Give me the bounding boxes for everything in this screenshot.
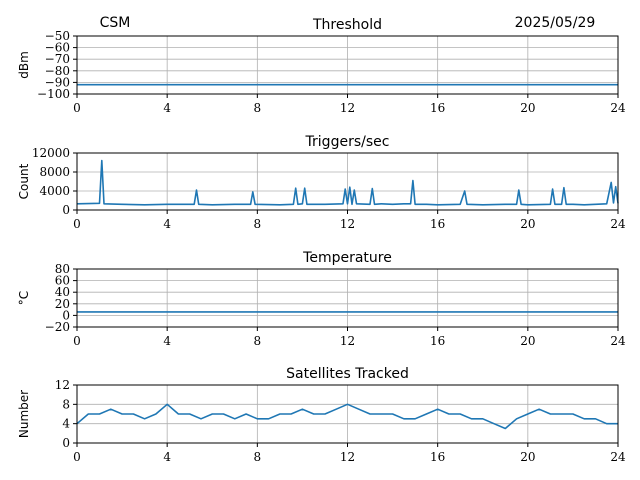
y-tick-label: −100: [37, 87, 70, 101]
x-tick-label: 0: [73, 334, 81, 348]
y-tick-label: 20: [55, 297, 70, 311]
panel-2: 0 4 8 12 16 20 24 12000 8000 4000 0 Triggers/sec Cou…: [17, 134, 626, 231]
y-tick-label: −20: [45, 320, 70, 334]
x-tick-label: 16: [430, 217, 445, 231]
date-label: 2025/05/29: [515, 15, 596, 31]
x-tick-label: 12: [340, 450, 355, 464]
panel-title: Triggers/sec: [305, 134, 390, 150]
y-axis-label: °C: [17, 291, 31, 305]
x-tick-label: 4: [163, 334, 171, 348]
y-tick-label: 40: [55, 285, 70, 299]
y-tick-label: −80: [45, 64, 70, 78]
x-tick-label: 12: [340, 101, 355, 115]
x-tick-label: 8: [254, 450, 262, 464]
x-tick-label: 0: [73, 217, 81, 231]
y-axis-label: dBm: [17, 51, 31, 79]
x-tick-label: 20: [520, 217, 535, 231]
panel-4: 0 4 8 12 16 20 24 12 8 4 0 Satellites Tracked Number: [17, 366, 626, 464]
panel-title: Threshold: [312, 17, 382, 33]
y-tick-label: 8: [62, 397, 70, 411]
x-tick-label: 20: [520, 334, 535, 348]
x-tick-label: 8: [254, 334, 262, 348]
series-line: [76, 159, 619, 206]
y-tick-label: 0: [62, 203, 70, 217]
y-tick-label: 12: [55, 378, 70, 392]
x-tick-label: 8: [254, 101, 262, 115]
x-tick-label: 12: [340, 334, 355, 348]
y-tick-label: 80: [55, 262, 70, 276]
y-tick-label: 0: [62, 436, 70, 450]
y-tick-label: 60: [55, 274, 70, 288]
y-tick-label: −50: [45, 29, 70, 43]
panel-1: 0 4 8 12 16 20 24 −50−60−70−80−90−100 Threshold d…: [17, 17, 626, 115]
station-label: CSM: [100, 15, 131, 31]
series-line: [76, 403, 618, 430]
y-axis-label: Number: [17, 390, 31, 438]
x-tick-label: 4: [163, 101, 171, 115]
y-tick-label: 4000: [39, 184, 70, 198]
y-axis-label: Count: [17, 163, 31, 199]
y-tick-label: −90: [45, 75, 70, 89]
x-tick-label: 24: [610, 334, 626, 348]
y-tick-label: −60: [45, 41, 70, 55]
x-tick-label: 16: [430, 450, 445, 464]
y-tick-label: 4: [62, 417, 70, 431]
x-tick-label: 0: [73, 450, 81, 464]
x-tick-label: 4: [163, 217, 171, 231]
x-tick-label: 24: [610, 101, 626, 115]
panel-title: Temperature: [302, 250, 392, 266]
x-tick-label: 12: [340, 217, 355, 231]
x-tick-label: 20: [520, 450, 535, 464]
x-tick-label: 8: [254, 217, 262, 231]
y-tick-label: 0: [62, 308, 70, 322]
y-tick-label: 12000: [32, 146, 70, 160]
y-tick-label: −70: [45, 52, 70, 66]
x-tick-label: 16: [430, 334, 445, 348]
x-tick-label: 24: [610, 450, 626, 464]
x-tick-label: 16: [430, 101, 445, 115]
x-tick-label: 0: [73, 101, 81, 115]
x-tick-label: 4: [163, 450, 171, 464]
x-tick-label: 20: [520, 101, 535, 115]
y-tick-label: 8000: [39, 165, 70, 179]
x-tick-label: 24: [610, 217, 626, 231]
panel-title: Satellites Tracked: [286, 366, 409, 382]
